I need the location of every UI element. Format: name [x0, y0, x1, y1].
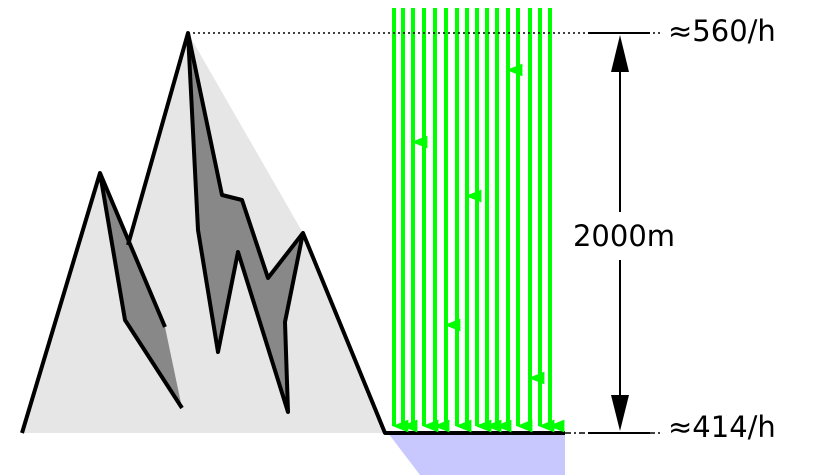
mountain-outline-main [126, 31, 565, 435]
radiation-rays [392, 8, 565, 433]
mountain-shadow-right [188, 33, 303, 412]
mountain-shadow-left [100, 173, 182, 408]
mountain-ridge-inner [186, 32, 305, 414]
mountain-ridge-left [98, 172, 184, 410]
top-rate-label: ≈560/h [668, 14, 776, 48]
altitude-difference-label: 2000m [573, 219, 675, 253]
dimension-arrowhead-up [611, 35, 629, 72]
bottom-rate-label: ≈414/h [668, 410, 776, 444]
water-surface [388, 433, 565, 475]
dimension-arrowhead-down [611, 395, 629, 431]
